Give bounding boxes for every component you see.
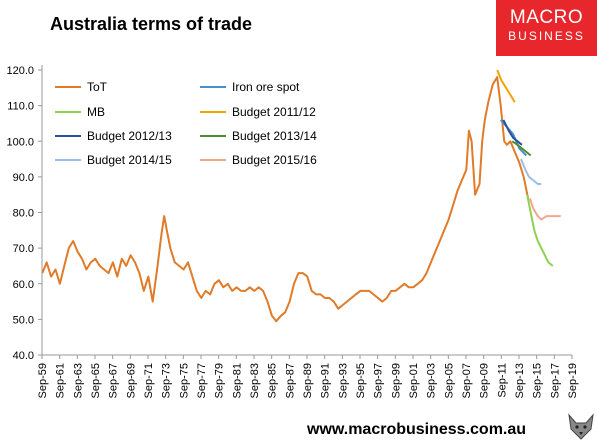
x-tick-label: Sep-65 xyxy=(90,363,102,398)
x-tick-label: Sep-87 xyxy=(284,363,296,398)
x-tick-label: Sep-83 xyxy=(249,363,261,398)
legend-label: Iron ore spot xyxy=(232,80,300,94)
logo-line2: BUSINESS xyxy=(508,29,585,43)
line-chart: 40.0 50.0 60.0 70.0 80.0 90.0 100.0 110.0 120.0 S… xyxy=(6,65,579,398)
legend-label: Budget 2015/16 xyxy=(232,153,317,167)
series-line-budget-2013-14 xyxy=(511,140,532,157)
series-line-budget-2014-15 xyxy=(520,158,542,185)
x-tick-label: Sep-07 xyxy=(461,363,473,398)
logo-line1: MACRO xyxy=(509,7,584,28)
x-tick-label: Sep-77 xyxy=(196,363,208,398)
legend-label: ToT xyxy=(87,80,108,94)
x-tick-label: Sep-05 xyxy=(443,363,455,398)
x-tick-label: Sep-15 xyxy=(532,363,544,398)
legend-label: Budget 2014/15 xyxy=(87,153,172,167)
x-tick-label: Sep-91 xyxy=(320,363,332,398)
y-tick-label: 40.0 xyxy=(13,350,34,362)
wolf-logo-icon xyxy=(568,413,594,440)
series-line-budget-2012-13 xyxy=(502,119,523,146)
y-tick-label: 90.0 xyxy=(13,172,34,184)
legend-label: Budget 2013/14 xyxy=(232,129,317,143)
x-tick-label: Sep-89 xyxy=(302,363,314,398)
x-tick-label: Sep-17 xyxy=(549,363,561,398)
series-line-mb xyxy=(526,194,554,267)
legend-label: MB xyxy=(87,105,105,119)
y-tick-label: 70.0 xyxy=(13,243,34,255)
y-tick-label: 50.0 xyxy=(13,314,34,326)
x-tick-label: Sep-63 xyxy=(72,363,84,398)
y-tick-label: 60.0 xyxy=(13,279,34,291)
x-tick-label: Sep-09 xyxy=(479,363,491,398)
macro-business-logo: MACRO BUSINESS xyxy=(496,0,597,56)
website-url: www.macrobusiness.com.au xyxy=(307,421,527,438)
x-tick-label: Sep-61 xyxy=(55,363,67,398)
x-tick-label: Sep-67 xyxy=(108,363,120,398)
x-tick-label: Sep-79 xyxy=(214,363,226,398)
x-tick-label: Sep-11 xyxy=(496,363,508,398)
x-tick-label: Sep-99 xyxy=(390,363,402,398)
x-tick-label: Sep-75 xyxy=(178,363,190,398)
x-tick-label: Sep-73 xyxy=(161,363,173,398)
x-tick-label: Sep-95 xyxy=(355,363,367,398)
x-tick-label: Sep-69 xyxy=(125,363,137,398)
y-tick-label: 110.0 xyxy=(7,101,34,113)
series-line-budget-2015-16 xyxy=(528,197,561,221)
x-tick-label: Sep-93 xyxy=(337,363,349,398)
x-tick-label: Sep-59 xyxy=(37,363,49,398)
y-tick-label: 100.0 xyxy=(6,136,34,148)
series-line-tot xyxy=(41,76,530,323)
y-tick-label: 120.0 xyxy=(6,65,34,77)
x-tick-label: Sep-81 xyxy=(231,363,243,398)
series-line-budget-2011-12 xyxy=(496,69,516,103)
chart-title: Australia terms of trade xyxy=(50,14,253,34)
x-tick-label: Sep-85 xyxy=(267,363,279,398)
x-tick-label: Sep-19 xyxy=(567,363,579,398)
x-tick-label: Sep-13 xyxy=(514,363,526,398)
legend-label: Budget 2011/12 xyxy=(232,105,316,119)
x-tick-label: Sep-01 xyxy=(408,363,420,398)
x-tick-label: Sep-71 xyxy=(143,363,155,398)
y-tick-label: 80.0 xyxy=(13,208,34,220)
legend-label: Budget 2012/13 xyxy=(87,129,172,143)
x-tick-label: Sep-03 xyxy=(426,363,438,398)
x-tick-label: Sep-97 xyxy=(373,363,385,398)
